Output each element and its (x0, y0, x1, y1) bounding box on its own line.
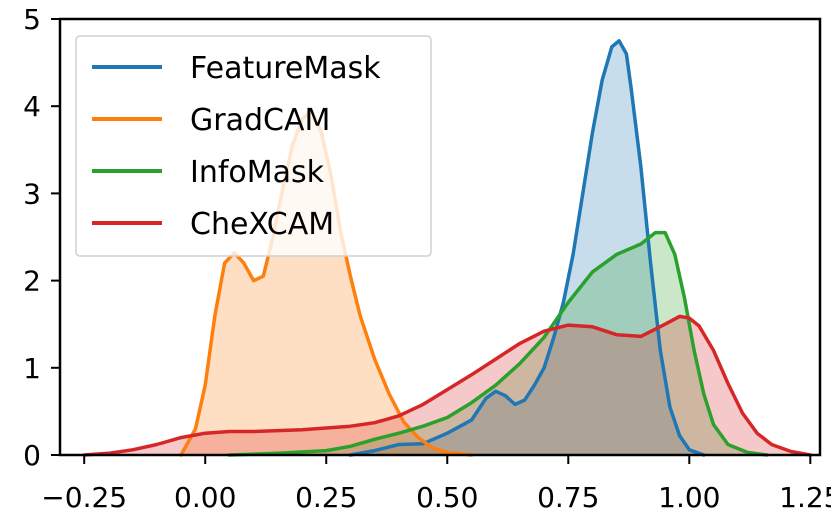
x-tick-label: 0.25 (295, 481, 357, 514)
x-tick-label: 1.00 (658, 481, 720, 514)
legend-box (75, 35, 432, 257)
density-line-2 (227, 230, 769, 457)
density-area-1 (181, 110, 472, 455)
y-tick-label: 3 (23, 177, 41, 210)
y-tick-label: 4 (23, 90, 41, 123)
x-tick-label: 1.25 (779, 481, 831, 514)
density-fills (84, 40, 811, 456)
legend-label: CheXCAM (190, 207, 334, 242)
legend: FeatureMask GradCAM InfoMask CheXCAM (75, 35, 432, 257)
density-area-3 (84, 316, 811, 455)
x-axis: −0.25 0.00 0.25 0.50 0.75 1.00 1.25 (41, 455, 831, 514)
x-tick-label: 0.00 (174, 481, 236, 514)
y-tick-label: 0 (23, 439, 41, 472)
y-tick-label: 5 (23, 3, 41, 36)
density-area-0 (350, 40, 704, 456)
legend-label: FeatureMask (190, 51, 381, 86)
density-area-2 (229, 232, 767, 455)
density-line-0 (348, 39, 706, 457)
legend-label: GradCAM (190, 103, 330, 138)
density-line-3 (82, 314, 813, 457)
legend-label: InfoMask (190, 155, 325, 190)
x-tick-label: −0.25 (41, 481, 127, 514)
x-tick-label: 0.50 (416, 481, 478, 514)
y-tick-label: 2 (23, 265, 41, 298)
x-tick-label: 0.75 (537, 481, 599, 514)
y-tick-label: 1 (23, 352, 41, 385)
y-axis: 0 1 2 3 4 5 (23, 3, 60, 472)
plot-frame (58, 17, 822, 457)
